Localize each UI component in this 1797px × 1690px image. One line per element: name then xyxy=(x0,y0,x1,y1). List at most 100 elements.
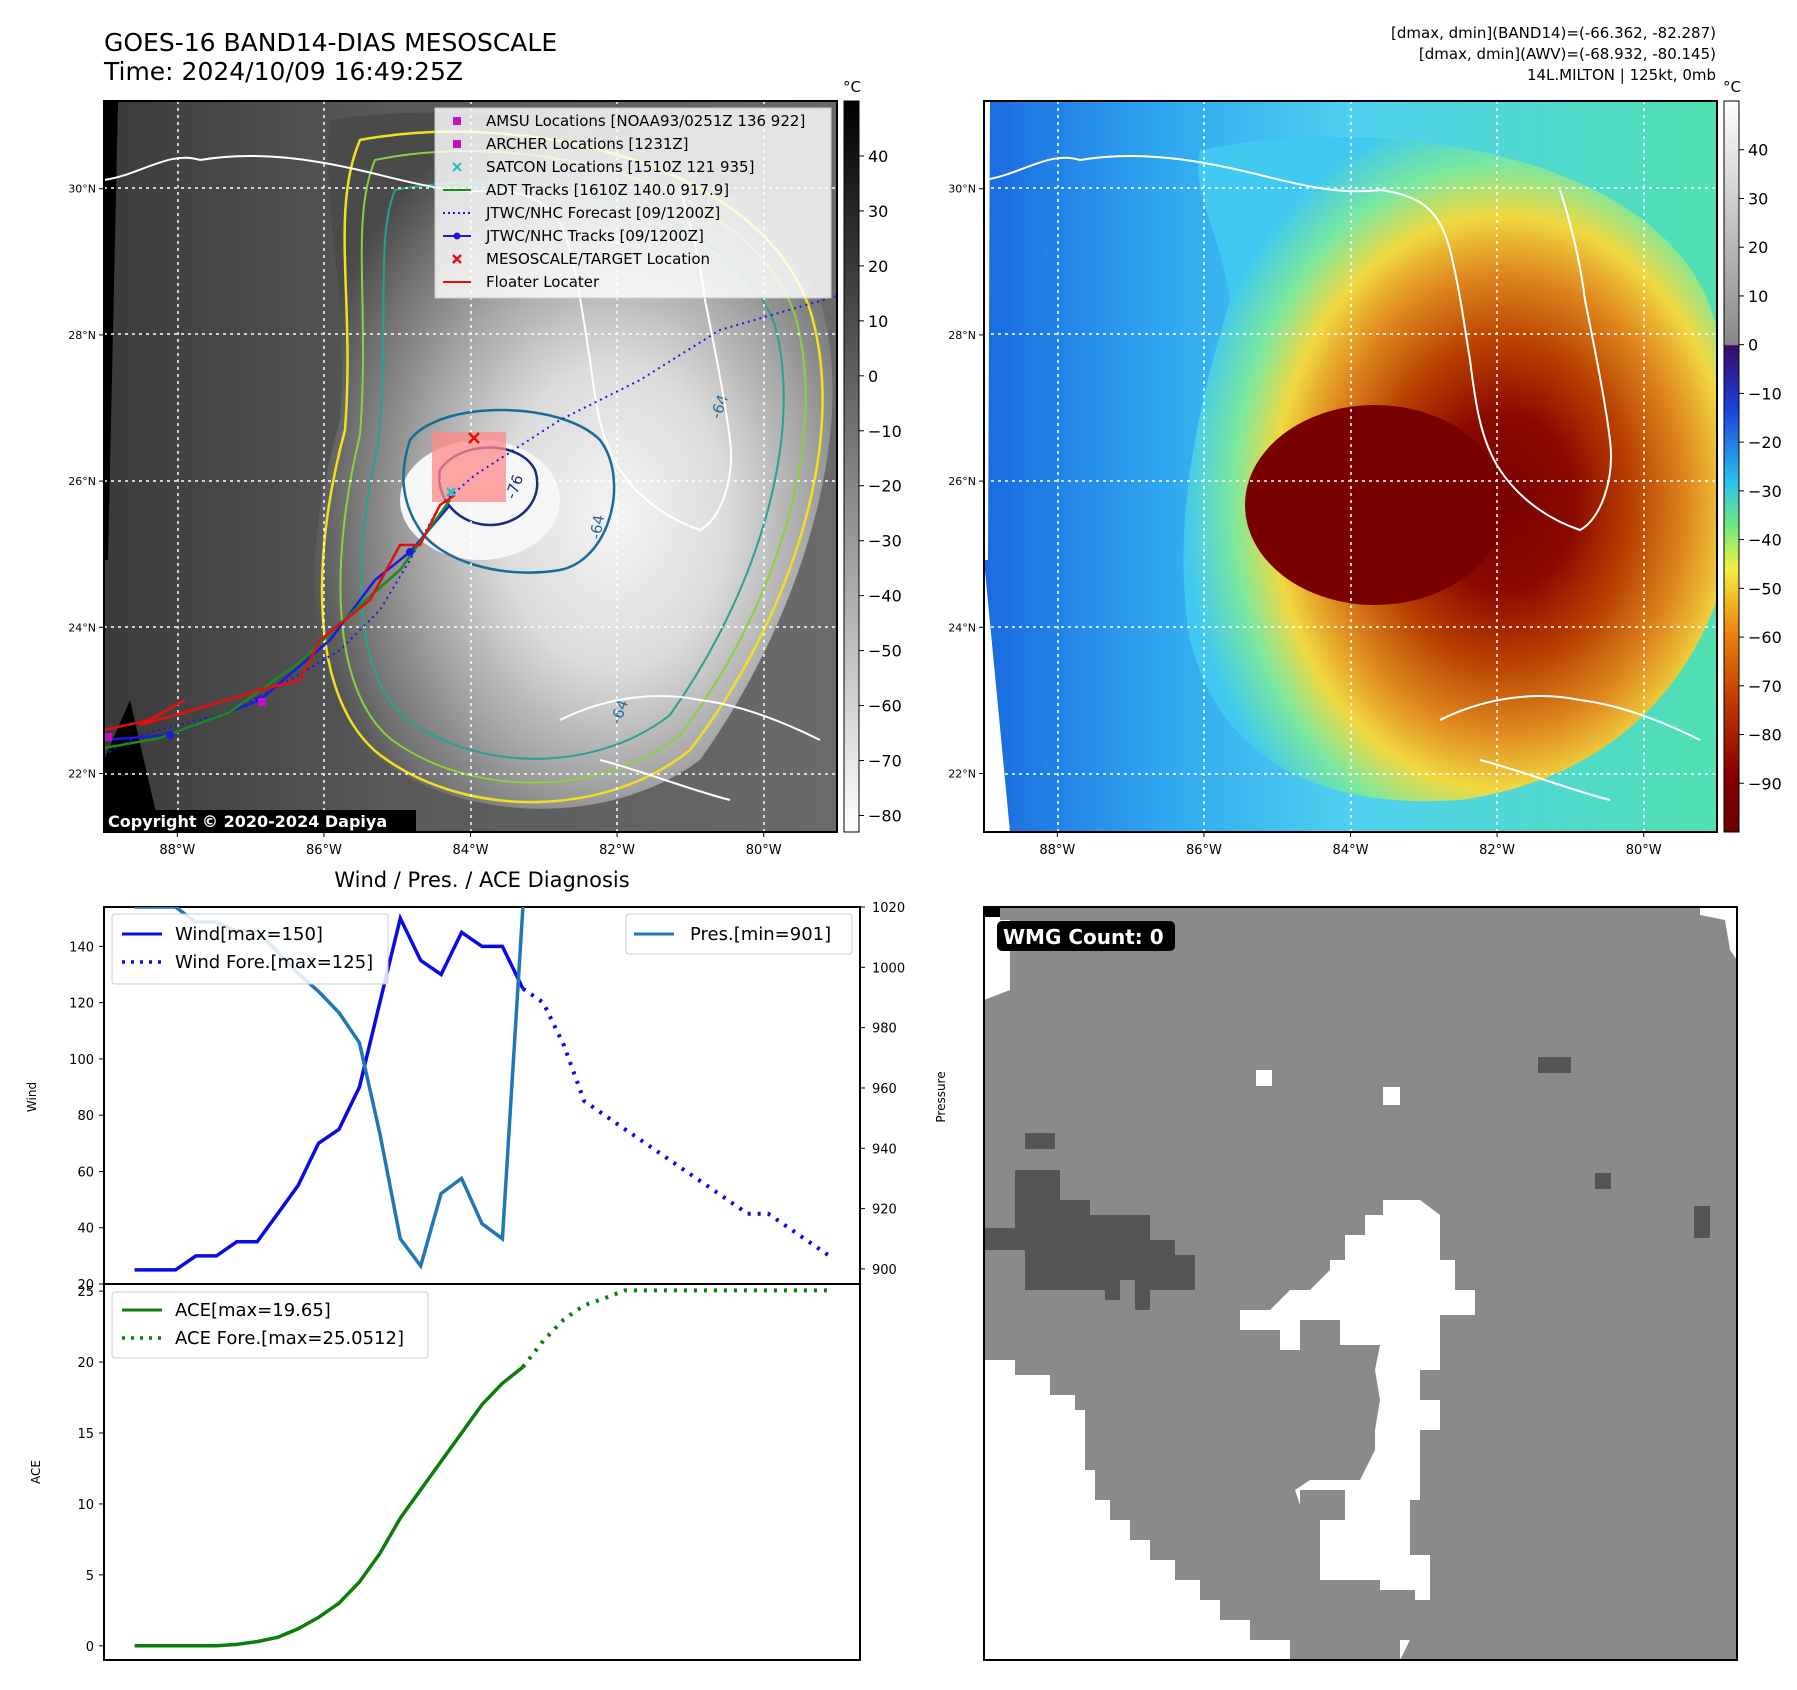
legend-target-symbol xyxy=(452,254,462,264)
colorbar-tick-label: −70 xyxy=(1748,677,1782,696)
pressure-ytick-label: 960 xyxy=(872,1082,897,1097)
wmg-dark-cell xyxy=(1538,1057,1571,1073)
wmg-panel: WMG Count: 0 xyxy=(983,906,1738,1661)
pressure-ytick-label: 980 xyxy=(872,1022,897,1037)
ace-axes: 0 5 10 15 20 25 xyxy=(77,1285,104,1655)
wind-ytick-label: 60 xyxy=(77,1165,94,1180)
legend-satcon-label: SATCON Locations [1510Z 121 935] xyxy=(486,158,754,176)
colorbar-tick-label: 0 xyxy=(1748,336,1758,355)
diagnosis-title: Wind / Pres. / ACE Diagnosis xyxy=(334,868,629,892)
lon-tick-label: 86°W xyxy=(306,843,342,858)
wmg-dark-cell xyxy=(1025,1133,1055,1149)
wmg-badge xyxy=(997,921,1175,951)
ir-colorbar-unit: °C xyxy=(843,78,861,96)
awv-nodata-corner xyxy=(984,560,1010,832)
wmg-white-region xyxy=(984,1360,1410,1660)
awv-coastline-us xyxy=(984,154,1612,532)
colorbar-tick-label: −40 xyxy=(1748,531,1782,550)
pressure-legend: Pres.[min=901] xyxy=(625,913,853,955)
colorbar-tick-label: −50 xyxy=(1748,579,1782,598)
legend-amsu-symbol xyxy=(453,117,461,125)
ir-nodata-strip xyxy=(104,101,118,560)
wmg-count-label: WMG Count: 0 xyxy=(1003,925,1164,949)
ace-legend-label: ACE[max=19.65] xyxy=(175,1300,331,1321)
pressure-ytick-label: 920 xyxy=(872,1203,897,1218)
legend-forecast-label: JTWC/NHC Forecast [09/1200Z] xyxy=(485,204,720,222)
pressure-legend-box xyxy=(625,913,853,955)
wind-ytick-label: 20 xyxy=(77,1278,94,1293)
wind-legend-label: Wind[max=150] xyxy=(175,924,323,945)
legend-archer-label: ARCHER Locations [1231Z] xyxy=(486,135,689,153)
awv-colorbar xyxy=(1723,100,1740,833)
ace-ytick-label: 10 xyxy=(77,1498,94,1513)
ir-colorbar-ticks: 40 30 20 10 0 −10 −20 −30 −40 −50 −60 −70 −80 xyxy=(859,147,902,826)
wmg-corner-black xyxy=(984,907,1000,917)
awv-colorbar-unit: °C xyxy=(1723,78,1741,96)
awv-map-panel xyxy=(984,101,1717,832)
lat-tick-label: 24°N xyxy=(948,621,976,634)
awv-nodata-strip xyxy=(984,101,990,560)
info-awv: [dmax, dmin](AWV)=(-68.932, -80.145) xyxy=(1419,45,1716,63)
ace-series-line-0 xyxy=(134,1365,524,1648)
wind-axes: 20 40 60 80 100 120 140 900 920 940 960 980 1000 1020 xyxy=(69,901,905,1293)
colorbar-tick-label: −80 xyxy=(1748,726,1782,745)
archer-marker xyxy=(258,698,266,706)
satcon-marker xyxy=(446,487,456,497)
legend-tracks-label: JTWC/NHC Tracks [09/1200Z] xyxy=(485,227,704,245)
ace-plot-area xyxy=(134,1288,830,1648)
colorbar-tick-label: 20 xyxy=(1748,238,1768,257)
wind-ytick-label: 140 xyxy=(69,940,94,955)
wind-ytick-label: 120 xyxy=(69,997,94,1012)
lon-tick-label: 84°W xyxy=(453,843,489,858)
lat-tick-label: 28°N xyxy=(948,329,976,342)
ir-coastline-cuba xyxy=(559,695,821,801)
lon-tick-label: 80°W xyxy=(746,843,782,858)
lat-tick-label: 30°N xyxy=(68,183,96,196)
colorbar-tick-label: −80 xyxy=(868,807,902,826)
pressure-legend-label: Pres.[min=901] xyxy=(690,924,831,945)
wmg-white-cell xyxy=(1383,1087,1400,1105)
lat-tick-label: 28°N xyxy=(68,329,96,342)
lat-tick-label: 26°N xyxy=(948,475,976,488)
legend-floater-label: Floater Locater xyxy=(486,273,600,291)
figure-title: GOES-16 BAND14-DIAS MESOSCALE xyxy=(104,28,557,57)
ace-ytick-label: 25 xyxy=(77,1285,94,1300)
legend-satcon-symbol xyxy=(452,162,462,172)
ace-series-line-1 xyxy=(521,1288,830,1369)
wind-legend: Wind[max=150] Wind Fore.[max=125] xyxy=(111,913,389,985)
figure-time: Time: 2024/10/09 16:49:25Z xyxy=(103,57,463,86)
lat-tick-label: 22°N xyxy=(948,768,976,781)
legend-amsu-label: AMSU Locations [NOAA93/0251Z 136 922] xyxy=(486,112,805,130)
pressure-ytick-label: 900 xyxy=(872,1263,897,1278)
colorbar-tick-label: 30 xyxy=(868,202,888,221)
legend-archer-symbol xyxy=(453,140,461,148)
colorbar-tick-label: −50 xyxy=(868,642,902,661)
wind-ytick-label: 80 xyxy=(77,1109,94,1124)
lon-tick-label: 82°W xyxy=(1479,843,1515,858)
wmg-dark-region xyxy=(984,1170,1195,1310)
wmg-dark-cell xyxy=(1595,1173,1611,1189)
ir-axis-ticks: 88°W 86°W 84°W 82°W 80°W 30°N 28°N 26°N 24°N 22°N xyxy=(68,183,782,858)
lat-tick-label: 30°N xyxy=(948,183,976,196)
colorbar-tick-label: 0 xyxy=(868,367,878,386)
ace-ytick-label: 5 xyxy=(86,1569,94,1584)
colorbar-tick-label: 10 xyxy=(868,312,888,331)
copyright-text: Copyright © 2020-2024 Dapiya xyxy=(108,812,387,831)
series-line-1 xyxy=(521,986,831,1258)
wmg-white-region xyxy=(1700,907,1737,960)
legend-box xyxy=(434,107,832,299)
lon-tick-label: 88°W xyxy=(159,843,195,858)
ir-contour-inner xyxy=(402,408,616,574)
wmg-white-region xyxy=(1240,1200,1475,1600)
info-band14: [dmax, dmin](BAND14)=(-66.362, -82.287) xyxy=(1391,24,1716,42)
colorbar-tick-label: −20 xyxy=(1748,433,1782,452)
lon-tick-label: 84°W xyxy=(1333,843,1369,858)
pressure-ytick-label: 1000 xyxy=(872,961,905,976)
lat-tick-label: 22°N xyxy=(68,768,96,781)
pressure-ytick-label: 1020 xyxy=(872,901,905,916)
legend-target-label: MESOSCALE/TARGET Location xyxy=(486,250,710,268)
ace-legend-box xyxy=(111,1291,429,1359)
ace-legend: ACE[max=19.65] ACE Fore.[max=25.0512] xyxy=(111,1291,429,1359)
colorbar-tick-label: 40 xyxy=(868,147,888,166)
